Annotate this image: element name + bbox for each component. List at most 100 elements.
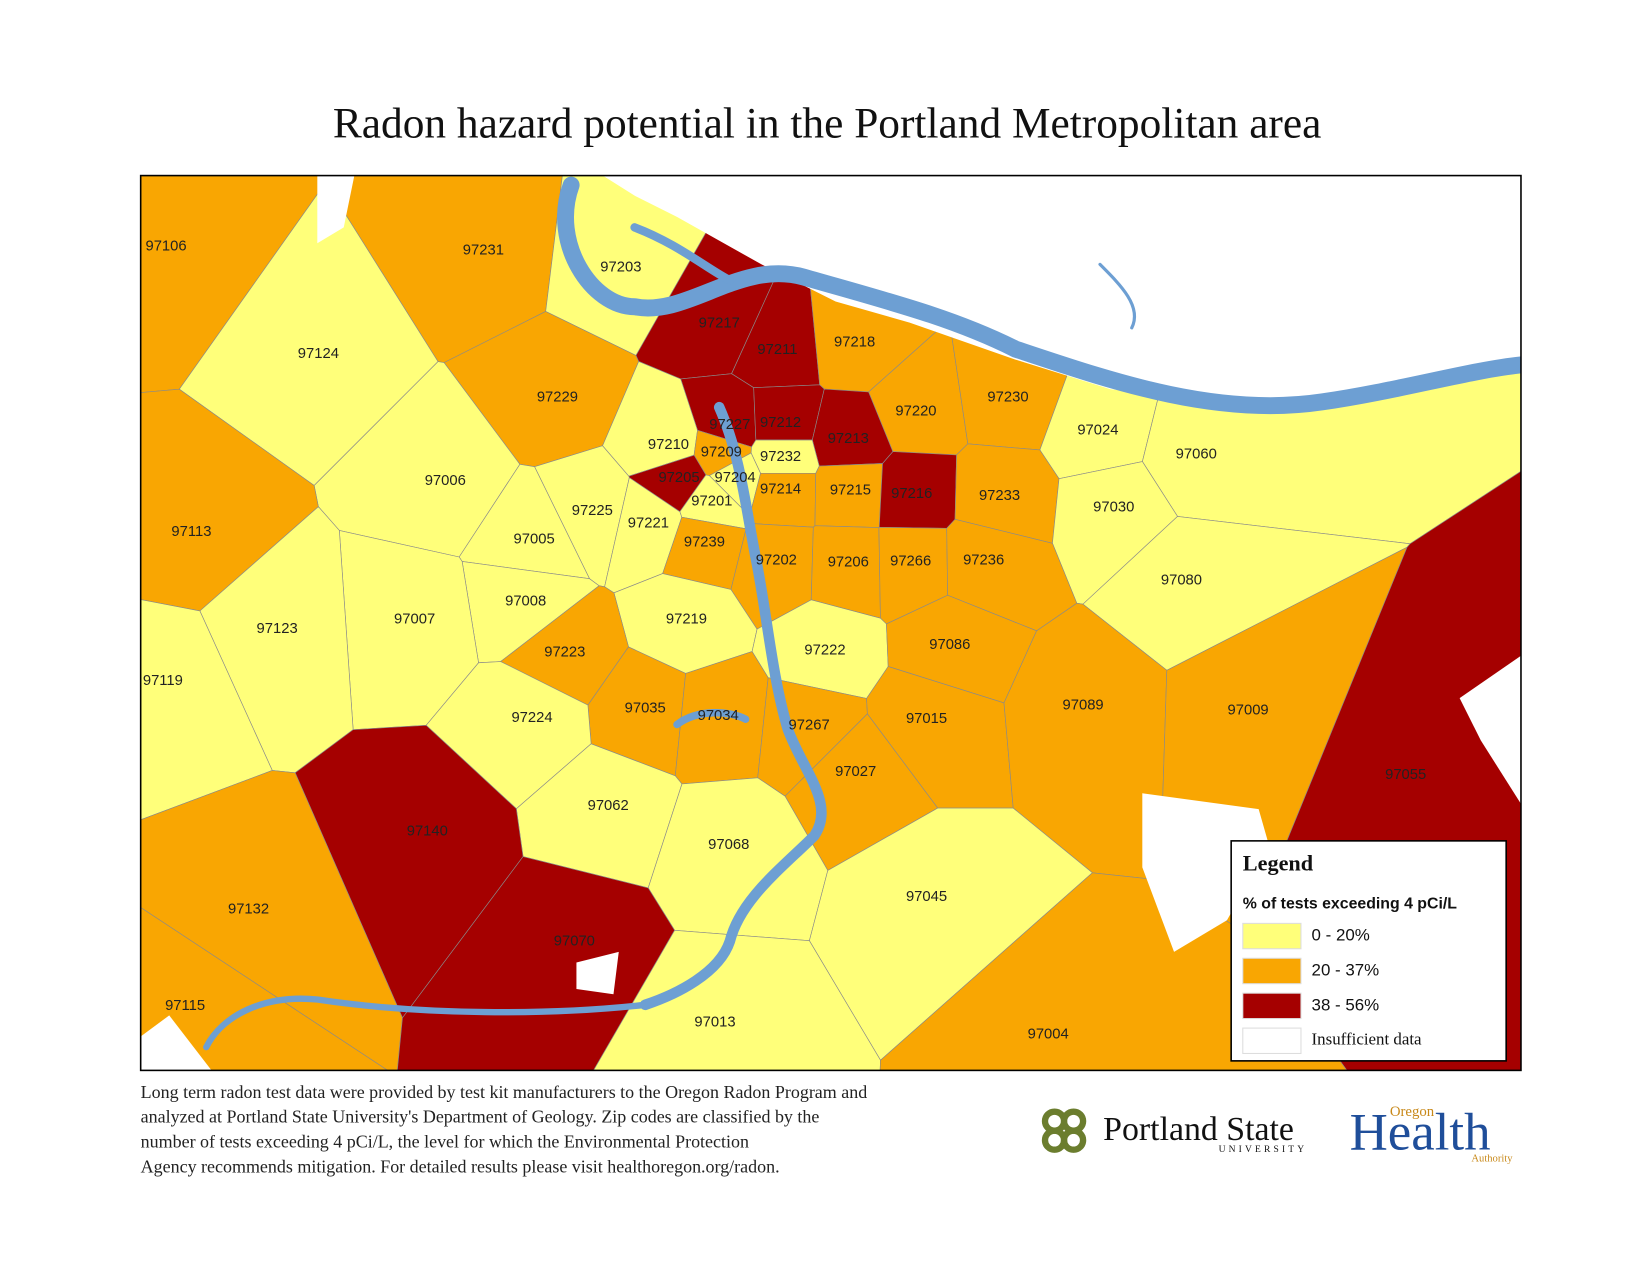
zip-label: 97219 xyxy=(666,612,707,628)
zip-label: 97233 xyxy=(979,488,1020,504)
zip-label: 97210 xyxy=(648,437,689,453)
footnote-line: Agency recommends mitigation. For detail… xyxy=(141,1156,780,1176)
footnote-line: number of tests exceeding 4 pCi/L, the l… xyxy=(141,1132,749,1152)
oha-main: Health xyxy=(1350,1104,1491,1162)
zip-label: 97227 xyxy=(709,417,750,433)
zip-label: 97211 xyxy=(757,342,797,358)
zip-label: 97035 xyxy=(625,701,666,717)
zip-label: 97229 xyxy=(537,390,578,406)
oha-bottom: Authority xyxy=(1471,1153,1513,1164)
zip-label: 97213 xyxy=(828,431,869,447)
zip-label: 97212 xyxy=(760,415,801,431)
footnote-line: Long term radon test data were provided … xyxy=(141,1082,868,1102)
zip-label: 97068 xyxy=(708,837,749,853)
legend-swatch xyxy=(1242,992,1302,1020)
zip-label: 97215 xyxy=(830,483,871,499)
zip-area xyxy=(753,384,825,441)
zip-label: 97224 xyxy=(511,710,552,726)
title: Radon hazard potential in the Portland M… xyxy=(333,100,1322,148)
no-data-areas xyxy=(140,175,1521,1071)
zip-label: 97206 xyxy=(828,555,869,571)
psu-name: Portland State xyxy=(1103,1111,1294,1148)
zip-label: 97089 xyxy=(1063,697,1104,713)
zip-label: 97218 xyxy=(834,335,875,351)
legend-swatch xyxy=(1242,957,1302,985)
zip-label: 97008 xyxy=(505,594,546,610)
zip-label: 97230 xyxy=(987,390,1028,406)
zip-label: 97217 xyxy=(699,316,740,332)
zip-label: 97214 xyxy=(760,482,801,498)
legend-box xyxy=(1230,840,1507,1062)
river xyxy=(557,176,1521,415)
footnote: Long term radon test data were provided … xyxy=(141,1082,868,1177)
zip-label: 97006 xyxy=(425,473,466,489)
zip-label: 97216 xyxy=(891,486,932,502)
zip-label: 97080 xyxy=(1161,573,1202,589)
zip-label: 97007 xyxy=(394,612,435,628)
river xyxy=(630,223,735,285)
zip-label: 97034 xyxy=(698,708,739,724)
legend: Legend % of tests exceeding 4 pCi/L 0 - … xyxy=(1230,840,1507,1062)
river xyxy=(673,709,750,729)
zip-label: 97204 xyxy=(715,470,756,486)
footnote-line: analyzed at Portland State University's … xyxy=(141,1107,820,1127)
zip-label: 97221 xyxy=(628,515,669,531)
zip-label: 97005 xyxy=(514,531,555,547)
zip-label: 97222 xyxy=(804,642,845,658)
zip-label: 97203 xyxy=(600,260,641,276)
zip-label: 97119 xyxy=(143,673,183,689)
no-data-area xyxy=(576,951,619,995)
no-data-area xyxy=(602,175,1521,408)
river xyxy=(639,401,827,1011)
legend-swatch xyxy=(1242,1027,1302,1054)
zip-label: 97062 xyxy=(588,798,629,814)
legend-label: 38 - 56% xyxy=(1312,995,1380,1014)
map: 97106 97231 97203 97217 97211 97218 97124 97229… xyxy=(140,175,1521,1071)
zip-label: 97225 xyxy=(572,503,613,519)
zip-label: 97086 xyxy=(929,637,970,653)
legend-title: Legend xyxy=(1243,850,1314,875)
legend-swatch xyxy=(1242,922,1302,950)
zip-label: 97220 xyxy=(895,403,936,419)
zip-label: 97132 xyxy=(228,902,269,918)
zip-label: 97239 xyxy=(684,535,725,551)
zip-label: 97267 xyxy=(789,717,830,733)
zip-label: 97201 xyxy=(691,493,732,509)
zip-label: 97015 xyxy=(906,711,947,727)
river xyxy=(1098,262,1137,330)
zip-label: 97124 xyxy=(298,346,339,362)
map-frame xyxy=(139,174,1522,1072)
legend-label: Insufficient data xyxy=(1312,1030,1423,1049)
zip-label: 97209 xyxy=(701,445,742,461)
zip-label: 97115 xyxy=(165,998,205,1014)
zip-labels: 97106 97231 97203 97217 97211 97218 97124 97229… xyxy=(143,238,1426,1042)
no-data-area xyxy=(140,1015,212,1071)
river xyxy=(203,995,649,1051)
oha-top: Oregon xyxy=(1390,1104,1435,1120)
zip-area xyxy=(140,907,389,1071)
zip-label: 97266 xyxy=(890,554,931,570)
zip-label: 97045 xyxy=(906,889,947,905)
no-data-area xyxy=(317,175,355,244)
zip-label: 97030 xyxy=(1093,500,1134,516)
no-data-area xyxy=(1459,655,1521,804)
zip-label: 97106 xyxy=(145,238,186,254)
zip-label: 97013 xyxy=(694,1015,735,1031)
zip-label: 97236 xyxy=(963,552,1004,568)
zip-label: 97205 xyxy=(658,470,699,486)
zip-label: 97223 xyxy=(544,645,585,661)
zip-label: 97202 xyxy=(756,552,797,568)
zip-label: 97123 xyxy=(257,621,298,637)
zip-label: 97009 xyxy=(1228,703,1269,719)
legend-items: 0 - 20% 20 - 37% 38 - 56% Insufficient data xyxy=(1242,922,1423,1054)
psu-sub: UNIVERSITY xyxy=(1219,1145,1308,1155)
psu-logo: Portland State UNIVERSITY xyxy=(1041,1108,1308,1155)
zip-label: 97232 xyxy=(760,449,801,465)
legend-label: 20 - 37% xyxy=(1312,960,1380,979)
zip-label: 97004 xyxy=(1028,1026,1069,1042)
zip-label: 97140 xyxy=(407,823,448,839)
psu-mark xyxy=(1041,1108,1087,1153)
oha-logo: Oregon Health Authority xyxy=(1350,1104,1514,1165)
zip-label: 97231 xyxy=(463,243,504,259)
